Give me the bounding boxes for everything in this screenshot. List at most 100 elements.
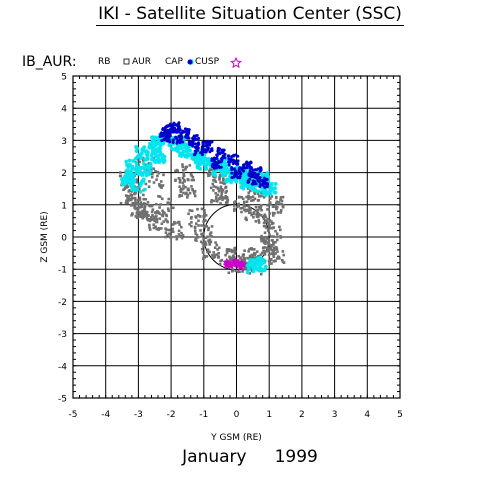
aur-point — [237, 196, 241, 199]
aur-point — [270, 195, 274, 198]
cusp-point — [217, 164, 221, 168]
aur-point — [207, 174, 210, 178]
cap-point — [246, 174, 251, 179]
aur-point — [136, 198, 140, 202]
cusp-point — [163, 127, 167, 131]
aur-point — [192, 190, 196, 193]
cap-point — [186, 145, 191, 150]
aur-point — [176, 169, 180, 173]
aur-point — [178, 178, 182, 182]
aur-point — [204, 219, 207, 222]
cap-point — [249, 178, 254, 183]
aur-point — [187, 212, 190, 216]
cap-point — [188, 153, 193, 158]
cap-point — [140, 172, 145, 177]
aur-point — [200, 207, 204, 211]
cusp-point — [251, 168, 255, 172]
cusp-point — [175, 123, 179, 127]
aur-point — [138, 196, 142, 200]
y-tick-label: 1 — [61, 201, 67, 211]
cusp-point — [258, 176, 262, 180]
aur-point — [180, 194, 184, 197]
cusp-point — [233, 169, 237, 173]
aur-point — [274, 205, 277, 209]
x-tick-label: 2 — [299, 410, 305, 420]
cusp-point — [184, 133, 188, 137]
aur-point — [268, 197, 272, 200]
cap-point — [226, 167, 231, 172]
aur-point — [278, 228, 282, 232]
aur-point — [275, 202, 278, 205]
cap-point — [259, 185, 264, 190]
aur-point — [252, 215, 255, 219]
aur-point — [178, 185, 181, 189]
aur-point — [260, 194, 263, 198]
cusp-point — [226, 154, 230, 158]
aur-point — [182, 178, 186, 182]
aur-point — [164, 231, 168, 234]
aur-point — [250, 199, 253, 202]
cusp-point — [258, 185, 262, 189]
aur-point — [197, 213, 200, 217]
aur-point — [263, 246, 267, 249]
aur-point — [206, 250, 209, 254]
cap-point — [234, 165, 239, 170]
aur-point — [243, 258, 246, 262]
aur-point — [131, 201, 135, 205]
cap-point — [144, 173, 149, 178]
aur-point — [151, 214, 154, 217]
cap-point — [194, 160, 199, 165]
aur-point — [158, 195, 162, 198]
aur-point — [130, 213, 133, 217]
aur-point — [202, 237, 205, 241]
aur-point — [194, 215, 197, 218]
aur-point — [218, 176, 222, 179]
aur-point — [200, 232, 203, 236]
aur-point — [278, 202, 282, 206]
aur-point — [214, 195, 218, 199]
aur-point — [190, 174, 193, 177]
aur-point — [180, 225, 183, 229]
aur-point — [125, 183, 128, 187]
aur-point — [155, 218, 159, 221]
aur-point — [267, 241, 270, 245]
cap-point — [152, 143, 157, 148]
aur-point — [143, 208, 146, 212]
aur-point — [181, 163, 184, 166]
aur-point — [159, 180, 163, 183]
aur-point — [262, 216, 266, 220]
cap-point — [192, 155, 197, 160]
aur-point — [155, 227, 158, 231]
cap-point — [246, 265, 251, 270]
aur-point — [275, 200, 279, 204]
cap-point — [150, 135, 155, 140]
cap-point — [244, 171, 249, 176]
aur-point — [158, 206, 161, 209]
cap-point — [254, 189, 259, 194]
cusp-point — [219, 157, 223, 161]
cap-point — [170, 147, 175, 152]
cap-point — [124, 168, 129, 173]
x-tick-label: -2 — [167, 410, 176, 420]
cusp-point — [231, 158, 235, 162]
aur-point — [257, 205, 261, 209]
aur-point — [237, 254, 241, 258]
cap-point — [134, 164, 139, 169]
cusp-point — [195, 147, 199, 151]
aur-point — [266, 217, 269, 221]
cusp-point — [177, 134, 181, 138]
aur-point — [220, 195, 224, 199]
aur-point — [219, 195, 222, 199]
cap-point — [156, 137, 161, 142]
aur-point — [156, 210, 159, 213]
cusp-point — [210, 140, 214, 144]
aur-point — [276, 255, 280, 258]
cap-point — [144, 164, 149, 169]
aur-point — [257, 219, 261, 222]
cap-point — [234, 179, 239, 184]
aur-point — [184, 166, 188, 169]
aur-point — [253, 253, 257, 257]
cusp-point — [200, 153, 204, 157]
cap-point — [150, 139, 155, 144]
aur-point — [271, 214, 275, 217]
